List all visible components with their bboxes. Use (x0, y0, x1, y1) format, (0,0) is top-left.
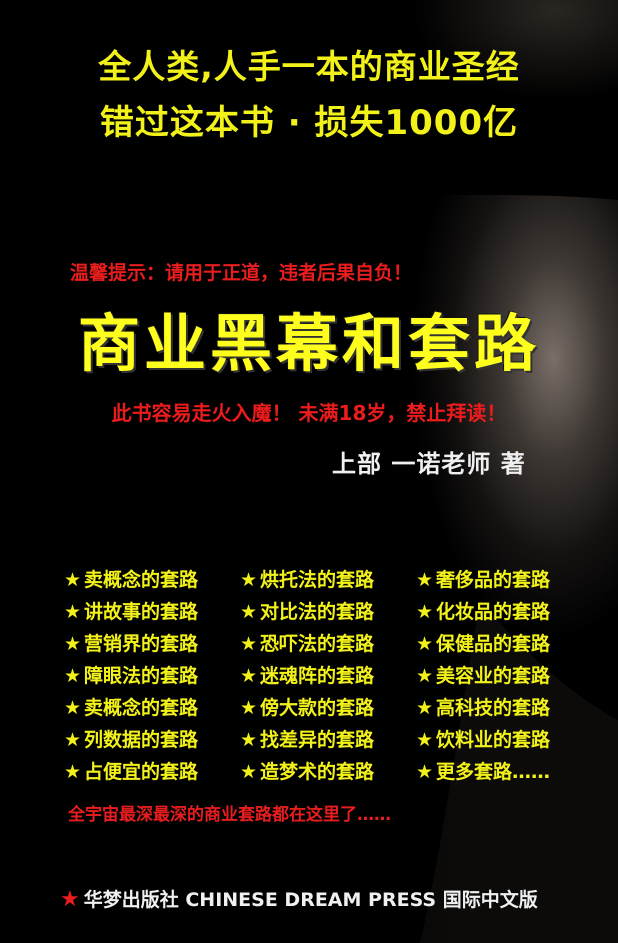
age-warning: 此书容易走火入魔！ 未满18岁，禁止拜读！ (111, 401, 507, 425)
topic-label: 找差异的套路 (260, 729, 375, 751)
star-icon: ★ (64, 761, 82, 783)
star-icon: ★ (240, 761, 258, 783)
topic-item: ★ 找差异的套路 (240, 727, 416, 754)
topic-list: ★ 卖概念的套路 ★ 烘托法的套路 ★ 奢侈品的套路 ★ 讲故事的套路 ★ 对比法的套路 ★ 化妆品的… (64, 567, 584, 786)
book-title: 商业黑幕和套路 (77, 307, 540, 380)
star-icon: ★ (416, 729, 434, 751)
star-icon: ★ (416, 697, 434, 719)
topic-label: 列数据的套路 (84, 729, 199, 751)
topic-item: ★ 傍大款的套路 (240, 695, 416, 722)
topic-item: ★ 障眼法的套路 (64, 663, 240, 690)
topic-item: ★ 列数据的套路 (64, 727, 240, 754)
tagline: 全宇宙最深最深的商业套路都在这里了…… (68, 805, 391, 825)
star-icon: ★ (64, 729, 82, 751)
topic-label: 对比法的套路 (260, 601, 375, 623)
topic-item: ★ 高科技的套路 (416, 695, 584, 722)
author-line: 上部 一诺老师 著 (332, 450, 526, 478)
topic-label: 卖概念的套路 (84, 569, 199, 591)
topic-label: 讲故事的套路 (84, 601, 199, 623)
topic-item: ★ 卖概念的套路 (64, 695, 240, 722)
star-icon: ★ (64, 601, 82, 623)
topic-label: 饮料业的套路 (436, 729, 551, 751)
topic-item: ★ 讲故事的套路 (64, 599, 240, 626)
topic-item: ★ 卖概念的套路 (64, 567, 240, 594)
topic-label: 占便宜的套路 (84, 761, 199, 783)
star-icon: ★ (240, 697, 258, 719)
topic-item: ★ 恐吓法的套路 (240, 631, 416, 658)
topic-item: ★ 奢侈品的套路 (416, 567, 584, 594)
topic-label: 化妆品的套路 (436, 601, 551, 623)
star-icon: ★ (416, 761, 434, 783)
star-icon: ★ (240, 569, 258, 591)
topic-label: 迷魂阵的套路 (260, 665, 375, 687)
star-icon: ★ (64, 633, 82, 655)
star-icon: ★ (64, 569, 82, 591)
slogan-line-1: 全人类,人手一本的商业圣经 (98, 47, 520, 86)
topic-item: ★ 造梦术的套路 (240, 759, 416, 786)
star-icon: ★ (416, 633, 434, 655)
topic-item: ★ 烘托法的套路 (240, 567, 416, 594)
topic-label: 美容业的套路 (436, 665, 551, 687)
star-icon: ★ (240, 665, 258, 687)
topic-item: ★ 营销界的套路 (64, 631, 240, 658)
star-icon: ★ (60, 887, 80, 912)
star-icon: ★ (240, 729, 258, 751)
topic-item: ★ 迷魂阵的套路 (240, 663, 416, 690)
topic-label: 更多套路…… (436, 761, 551, 783)
star-icon: ★ (416, 569, 434, 591)
topic-item: ★ 占便宜的套路 (64, 759, 240, 786)
topic-label: 保健品的套路 (436, 633, 551, 655)
topic-label: 高科技的套路 (436, 697, 551, 719)
topic-item: ★ 保健品的套路 (416, 631, 584, 658)
topic-label: 傍大款的套路 (260, 697, 375, 719)
star-icon: ★ (64, 665, 82, 687)
topic-item: ★ 化妆品的套路 (416, 599, 584, 626)
topic-label: 造梦术的套路 (260, 761, 375, 783)
topic-label: 营销界的套路 (84, 633, 199, 655)
topic-label: 障眼法的套路 (84, 665, 199, 687)
topic-item: ★ 饮料业的套路 (416, 727, 584, 754)
topic-label: 奢侈品的套路 (436, 569, 551, 591)
topic-item: ★ 更多套路…… (416, 759, 584, 786)
publisher-line: ★ 华梦出版社 CHINESE DREAM PRESS 国际中文版 (60, 885, 538, 912)
star-icon: ★ (240, 633, 258, 655)
star-icon: ★ (240, 601, 258, 623)
topic-item: ★ 对比法的套路 (240, 599, 416, 626)
star-icon: ★ (416, 665, 434, 687)
star-icon: ★ (416, 601, 434, 623)
topic-label: 恐吓法的套路 (260, 633, 375, 655)
warning-notice: 温馨提示：请用于正道，违者后果自负！ (70, 262, 413, 284)
publisher-name: 华梦出版社 CHINESE DREAM PRESS 国际中文版 (83, 889, 538, 911)
star-icon: ★ (64, 697, 82, 719)
slogan-line-2: 错过这本书 · 损失1000亿 (99, 103, 519, 143)
topic-label: 烘托法的套路 (260, 569, 375, 591)
topic-label: 卖概念的套路 (84, 697, 199, 719)
topic-item: ★ 美容业的套路 (416, 663, 584, 690)
